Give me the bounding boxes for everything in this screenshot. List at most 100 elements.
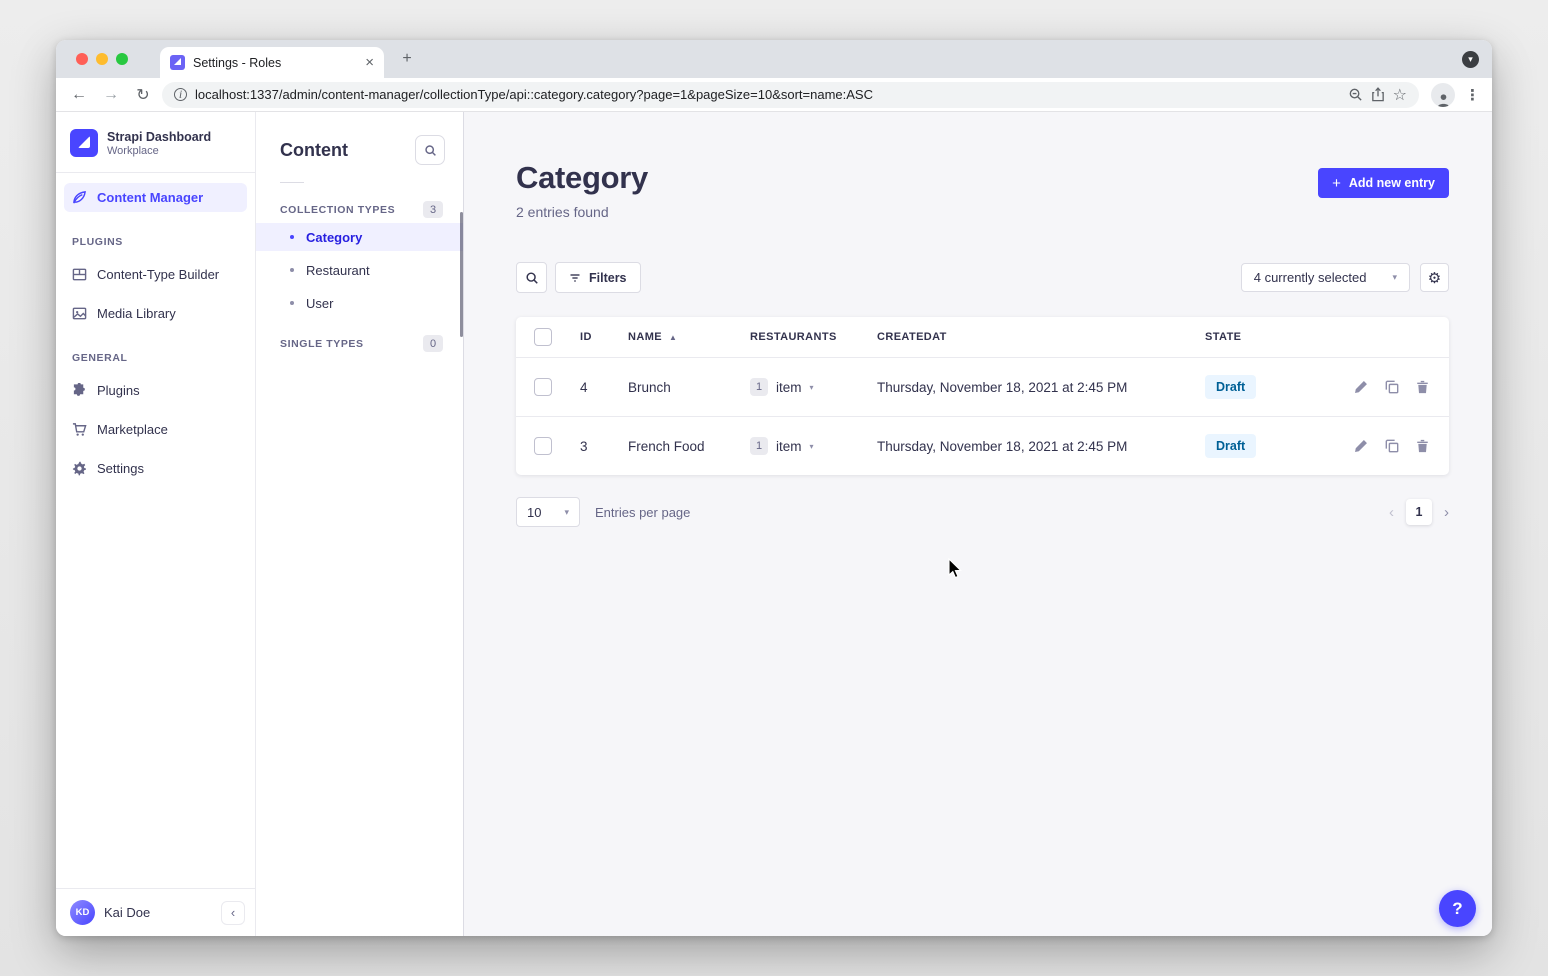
cell-name: Brunch [628,379,671,395]
select-all-checkbox[interactable] [534,328,552,346]
address-bar[interactable]: i localhost:1337/admin/content-manager/c… [162,81,1419,108]
strapi-app: Strapi Dashboard Workplace Content Manag… [56,112,1492,936]
share-icon[interactable] [1371,87,1385,102]
relation-count-badge: 1 [750,378,768,396]
bullet-icon [290,301,294,305]
row-checkbox[interactable] [534,378,552,396]
chevron-down-icon: ▾ [1392,272,1397,282]
sidebar-item-content-manager[interactable]: Content Manager [64,183,247,212]
duplicate-icon[interactable] [1385,380,1399,394]
entries-count: 2 entries found [516,204,609,220]
subnav-item-user[interactable]: User [256,289,463,317]
layout-icon [72,268,87,281]
browser-profile-avatar[interactable] [1431,82,1455,107]
workspace-name: Workplace [107,144,159,157]
reload-button[interactable]: ↻ [136,86,150,104]
main-content: Category 2 entries found + Add new entry [464,112,1492,936]
delete-icon[interactable] [1416,439,1429,453]
edit-icon[interactable] [1354,439,1368,453]
filters-button[interactable]: Filters [555,262,641,293]
column-header-restaurants[interactable]: RESTAURANTS [750,331,837,343]
table-row[interactable]: 3 French Food 1 item ▾ Thursday, Novembe… [516,416,1449,475]
page-size-select[interactable]: 10 ▾ [516,497,580,527]
sidebar-item-label: Content Manager [97,190,204,205]
relation-count-badge: 1 [750,437,768,455]
delete-icon[interactable] [1416,380,1429,394]
row-checkbox[interactable] [534,437,552,455]
sidebar-item-plugins[interactable]: Plugins [64,376,247,405]
feather-pen-icon [73,191,86,204]
strapi-favicon-icon [170,55,185,70]
subnav-item-restaurant[interactable]: Restaurant [256,256,463,284]
collapse-sidebar-button[interactable]: ‹ [221,900,245,925]
subnav-item-category[interactable]: Category [256,223,463,251]
pagination-row: 10 ▾ Entries per page ‹ 1 › [464,497,1492,527]
back-button[interactable]: ← [71,85,87,103]
cell-name: French Food [628,438,705,454]
column-header-state[interactable]: STATE [1205,331,1242,343]
chevron-down-icon: ▾ [809,382,814,392]
help-button[interactable]: ? [1439,890,1476,927]
minimize-window-button[interactable] [96,53,108,65]
table-search-button[interactable] [516,262,547,293]
sort-asc-icon: ▲ [669,332,678,342]
fields-selected-dropdown[interactable]: 4 currently selected ▾ [1240,263,1410,292]
column-header-id[interactable]: ID [580,331,592,343]
search-tabs-button[interactable]: ▾ [1462,51,1479,68]
close-tab-icon[interactable]: × [365,54,374,71]
sidebar-item-media-library[interactable]: Media Library [64,299,247,328]
column-header-name[interactable]: NAME ▲ [628,331,678,343]
edit-icon[interactable] [1354,380,1368,394]
view-settings-button[interactable]: ⚙ [1420,263,1449,292]
subnav-title: Content [280,139,348,160]
subnav-scrollbar[interactable] [460,212,463,337]
workspace-header[interactable]: Strapi Dashboard Workplace [56,112,255,173]
chevron-down-icon: ▾ [564,506,569,517]
zoom-window-button[interactable] [116,53,128,65]
bullet-icon [290,235,294,239]
state-badge: Draft [1205,375,1257,399]
picture-icon [72,307,87,320]
single-types-label: SINGLE TYPES [280,337,364,350]
sidebar-item-marketplace[interactable]: Marketplace [64,415,247,444]
browser-menu-icon[interactable]: ⋮ [1465,86,1480,104]
forward-button[interactable]: → [103,85,119,103]
browser-tab[interactable]: Settings - Roles × [160,47,384,78]
sidebar-item-label: Marketplace [97,422,168,437]
cell-id: 3 [580,438,588,454]
add-new-entry-button[interactable]: + Add new entry [1318,168,1449,198]
zoom-page-icon[interactable] [1348,87,1363,102]
filter-icon [570,273,580,282]
close-window-button[interactable] [76,53,88,65]
next-page-button[interactable]: › [1444,503,1449,521]
user-avatar[interactable]: KD [70,900,95,925]
duplicate-icon[interactable] [1385,439,1399,453]
sidebar-item-label: Content-Type Builder [97,267,220,282]
subnav-item-label: Restaurant [306,262,370,278]
new-tab-button[interactable]: + [402,50,412,67]
subnav-search-button[interactable] [415,135,445,165]
sidebar-item-settings[interactable]: Settings [64,454,247,483]
sidebar-item-label: Media Library [97,306,176,321]
site-info-icon[interactable]: i [174,87,187,101]
sidebar-item-content-type-builder[interactable]: Content-Type Builder [64,260,247,289]
cell-restaurants[interactable]: 1 item ▾ [750,437,877,455]
previous-page-button[interactable]: ‹ [1389,503,1394,521]
cell-createdat: Thursday, November 18, 2021 at 2:45 PM [877,438,1128,454]
divider [280,182,304,183]
cell-createdat: Thursday, November 18, 2021 at 2:45 PM [877,379,1128,395]
state-badge: Draft [1205,434,1257,458]
cell-restaurants[interactable]: 1 item ▾ [750,378,877,396]
column-header-createdat[interactable]: CREATEDAT [877,331,947,343]
general-section-label: GENERAL [72,352,128,364]
browser-toolbar: ← → ↻ i localhost:1337/admin/content-man… [56,78,1492,112]
tab-title: Settings - Roles [193,55,282,70]
page-number-button[interactable]: 1 [1406,499,1432,525]
table-row[interactable]: 4 Brunch 1 item ▾ Thursday, November 18,… [516,357,1449,416]
subnav-item-label: Category [306,229,363,245]
content-subnav: Content COLLECTION TYPES 3 Category Rest… [256,112,464,936]
url-text: localhost:1337/admin/content-manager/col… [195,87,873,102]
search-icon [424,144,436,156]
bookmark-star-icon[interactable]: ☆ [1392,86,1407,104]
chevron-down-icon: ▾ [809,441,814,451]
